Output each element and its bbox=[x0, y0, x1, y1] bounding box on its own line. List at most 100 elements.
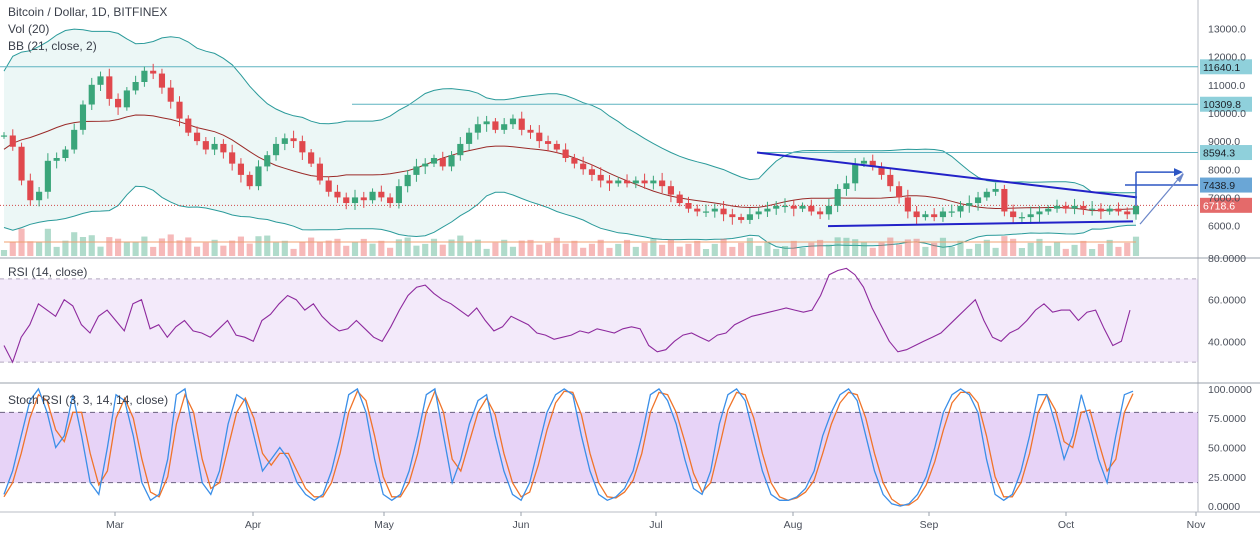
candle-body bbox=[351, 197, 359, 204]
candle-body bbox=[413, 166, 420, 175]
volume-indicator-label[interactable]: Vol (20) bbox=[8, 22, 50, 36]
volume-bar bbox=[974, 243, 982, 256]
volume-bar bbox=[738, 242, 745, 256]
candle-body bbox=[518, 118, 525, 130]
candle-body bbox=[904, 197, 911, 212]
candle-body bbox=[299, 141, 306, 153]
volume-bar bbox=[378, 240, 385, 256]
candle-body bbox=[474, 124, 481, 133]
time-axis-label: May bbox=[374, 519, 395, 531]
candle-body bbox=[36, 191, 43, 201]
volume-bar bbox=[878, 242, 885, 256]
volume-bar bbox=[88, 235, 95, 256]
candle-body bbox=[211, 143, 218, 150]
stoch-axis-tick-label: 75.0000 bbox=[1208, 413, 1246, 425]
candle-body bbox=[852, 163, 859, 184]
candle-body bbox=[992, 188, 999, 192]
candle-body bbox=[702, 211, 710, 213]
volume-bar bbox=[580, 247, 587, 256]
candle-body bbox=[308, 152, 315, 164]
triangle-lower-trendline bbox=[827, 220, 1134, 228]
stoch-axis-tick-label: 25.0000 bbox=[1208, 472, 1246, 484]
candle-body bbox=[1053, 205, 1061, 209]
volume-bar bbox=[237, 236, 245, 256]
volume-bar bbox=[360, 238, 367, 256]
volume-bar bbox=[527, 239, 534, 256]
volume-bar bbox=[229, 240, 236, 256]
volume-bar bbox=[123, 242, 130, 256]
volume-bar bbox=[281, 240, 288, 256]
volume-bar bbox=[904, 239, 911, 256]
candle-body bbox=[931, 214, 938, 218]
stoch-axis-tick-label: 0.0000 bbox=[1208, 501, 1240, 513]
candle-body bbox=[536, 132, 543, 142]
candle-body bbox=[290, 138, 297, 142]
stoch-rsi-indicator-label[interactable]: Stoch RSI (3, 3, 14, 14, close) bbox=[8, 393, 169, 407]
volume-bar bbox=[351, 241, 359, 256]
candle-body bbox=[738, 217, 745, 220]
volume-bar bbox=[509, 246, 517, 256]
bollinger-basis bbox=[3, 114, 1137, 212]
volume-bar bbox=[597, 239, 604, 256]
volume-bar bbox=[781, 246, 789, 256]
candle-body bbox=[71, 129, 78, 150]
volume-bar bbox=[115, 238, 122, 256]
candle-body bbox=[597, 174, 604, 181]
time-axis-label: Nov bbox=[1187, 519, 1206, 531]
volume-bar bbox=[852, 239, 859, 256]
candle-body bbox=[588, 169, 596, 175]
candle-body bbox=[922, 214, 929, 218]
candle-body bbox=[527, 129, 534, 133]
volume-bar bbox=[711, 243, 718, 256]
candle-body bbox=[895, 186, 903, 198]
rsi-axis-tick-label: 40.0000 bbox=[1208, 336, 1246, 348]
volume-bar bbox=[615, 243, 622, 256]
candle-body bbox=[448, 155, 455, 167]
candle-body bbox=[799, 205, 806, 209]
volume-bar bbox=[413, 245, 420, 256]
volume-bar bbox=[158, 238, 166, 256]
volume-bar bbox=[466, 242, 473, 256]
volume-bar bbox=[667, 239, 674, 256]
candle-body bbox=[1027, 214, 1034, 218]
candle-body bbox=[246, 174, 253, 187]
candle-body bbox=[439, 158, 446, 167]
volume-bar bbox=[439, 244, 446, 256]
volume-bar bbox=[141, 236, 148, 256]
stoch-axis-tick-label: 50.0000 bbox=[1208, 443, 1246, 455]
key-level-tag bbox=[1200, 145, 1252, 161]
candle-body bbox=[808, 205, 815, 212]
volume-bar bbox=[53, 246, 60, 256]
volume-bar bbox=[834, 237, 841, 256]
volume-bar bbox=[1062, 248, 1069, 256]
volume-bar bbox=[193, 246, 201, 256]
volume-bar bbox=[334, 238, 341, 256]
volume-bar bbox=[27, 241, 34, 256]
candle-body bbox=[869, 160, 876, 167]
candle-body bbox=[553, 143, 560, 150]
rsi-indicator-label[interactable]: RSI (14, close) bbox=[8, 265, 88, 279]
candle-body bbox=[1045, 208, 1052, 212]
rsi-line bbox=[3, 267, 1131, 364]
volume-bar bbox=[185, 237, 192, 256]
symbol-title[interactable]: Bitcoin / Dollar, 1D, BITFINEX bbox=[8, 5, 168, 19]
price-axis-tick-label: 7000.0 bbox=[1208, 192, 1240, 204]
volume-bar bbox=[1045, 245, 1052, 256]
candle-body bbox=[1097, 208, 1104, 212]
volume-bar bbox=[255, 236, 262, 256]
bollinger-indicator-label[interactable]: BB (21, close, 2) bbox=[8, 39, 97, 53]
candle-body bbox=[1132, 205, 1140, 215]
price-legend: Bitcoin / Dollar, 1D, BITFINEX Vol (20) … bbox=[8, 4, 167, 55]
candle-body bbox=[316, 163, 323, 181]
price-axis-tick-label: 13000.0 bbox=[1208, 24, 1246, 36]
candle-body bbox=[430, 158, 438, 164]
volume-bar bbox=[1036, 238, 1043, 256]
volume-bar bbox=[387, 247, 394, 256]
candle-body bbox=[720, 208, 727, 215]
candle-body bbox=[360, 197, 367, 201]
volume-bar bbox=[36, 241, 43, 256]
volume-bar bbox=[808, 242, 815, 256]
volume-bar bbox=[825, 244, 832, 256]
